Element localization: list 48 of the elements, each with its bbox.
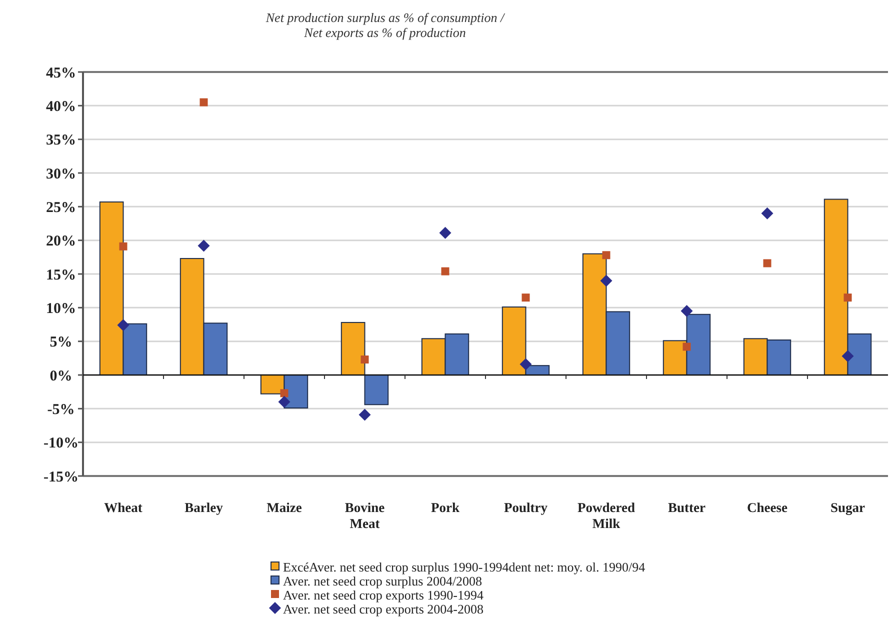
y-tick-label: 20%: [46, 234, 76, 250]
point: [844, 294, 852, 302]
x-tick-label: Sugar: [830, 500, 866, 515]
x-tick-label: Poultry: [504, 500, 548, 515]
legend-label: Aver. net seed crop exports 1990-1994: [283, 588, 484, 603]
y-tick-label: 45%: [46, 65, 76, 82]
y-tick-label: 30%: [46, 166, 76, 182]
point: [761, 207, 774, 220]
point: [200, 98, 208, 106]
x-tick-label: Maize: [266, 500, 302, 515]
legend-label: ExcéAver. net seed crop surplus 1990-1994dent net: moy. ol. 1990/94: [283, 560, 646, 575]
y-tick-label: 10%: [46, 300, 76, 317]
y-tick-label: 0%: [50, 368, 72, 384]
point: [280, 389, 288, 398]
y-tick-label: -15%: [44, 469, 78, 486]
legend-label: Aver. net seed crop exports 2004-2008: [283, 602, 484, 617]
x-tick-label: Powdered Milk: [578, 500, 636, 531]
x-tick-label: Barley: [184, 500, 224, 515]
legend-label: Aver. net seed crop surplus 2004/2008: [283, 574, 482, 589]
y-tick-label: 35%: [46, 132, 76, 149]
y-tick-label: -5%: [47, 402, 75, 418]
point: [360, 356, 369, 364]
point: [520, 358, 532, 370]
point: [602, 251, 610, 260]
point: [358, 408, 371, 421]
point: [842, 350, 854, 362]
point: [278, 396, 290, 408]
x-tick-label: Cheese: [747, 500, 788, 515]
point: [600, 274, 612, 287]
point: [441, 267, 450, 276]
y-tick-label: -10%: [44, 436, 78, 452]
y-tick-label: 25%: [46, 200, 76, 216]
y-tick-label: 5%: [50, 334, 72, 351]
point: [439, 226, 452, 239]
x-tick-label: Pork: [431, 500, 460, 515]
y-tick-label: 40%: [46, 98, 76, 115]
x-tick-label: Bovine Meat: [344, 500, 385, 531]
point: [119, 242, 128, 250]
point: [198, 240, 210, 252]
point: [522, 294, 530, 302]
y-tick-label: 15%: [46, 267, 76, 284]
x-tick-label: Wheat: [104, 500, 143, 515]
point: [680, 305, 693, 318]
point: [763, 259, 772, 268]
chart-title: Net production surplus as % of consumption / Net exports as % of production: [264, 10, 506, 40]
point: [117, 319, 130, 332]
x-tick-label: Butter: [668, 500, 706, 515]
point: [682, 342, 691, 351]
